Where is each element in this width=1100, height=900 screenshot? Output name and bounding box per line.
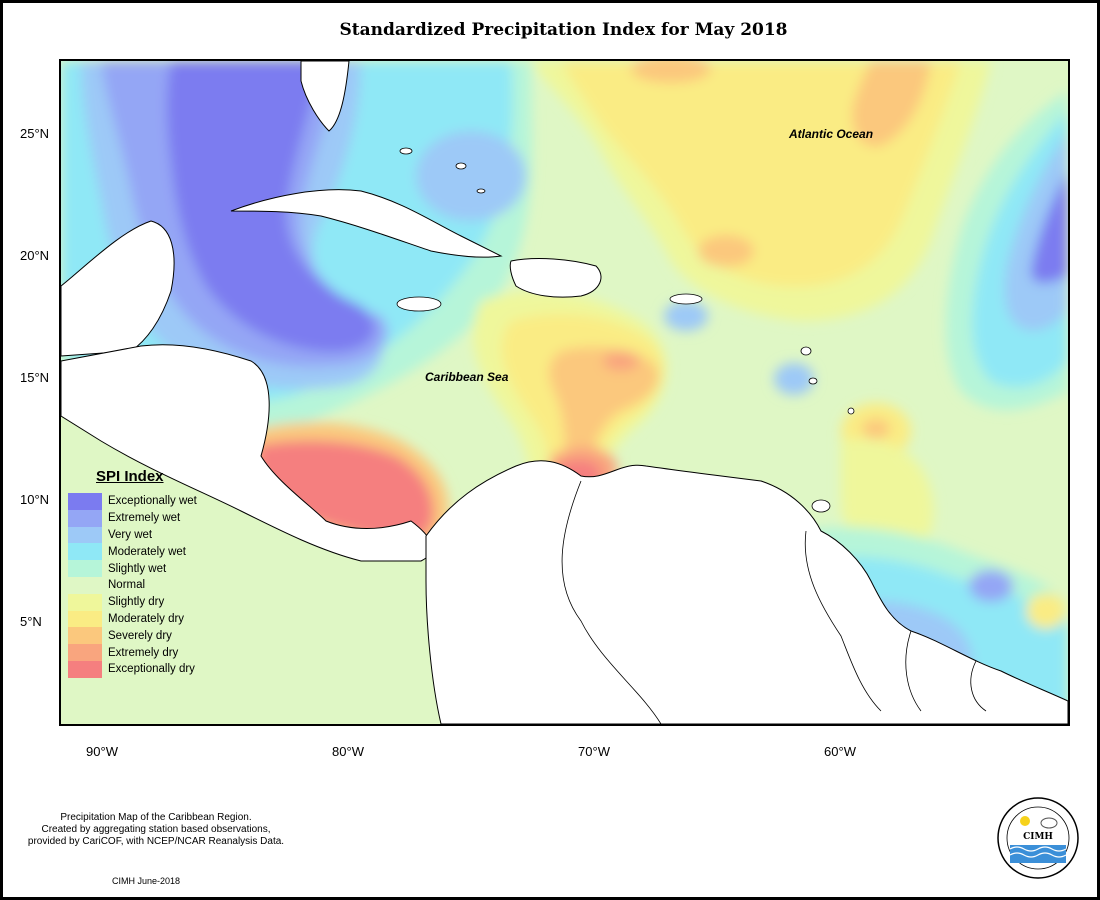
lat-tick-5n: 5°N	[20, 614, 42, 629]
legend-label: Slightly dry	[108, 596, 165, 609]
dry-zone-central-america-exceptional	[256, 440, 434, 543]
island-bahamas-3	[476, 188, 486, 194]
legend-label: Slightly wet	[108, 562, 167, 575]
legend-swatch	[68, 593, 102, 611]
legend-swatch	[68, 660, 102, 678]
legend-swatch	[68, 576, 102, 594]
lon-tick-90w: 90°W	[86, 744, 118, 759]
footnote-line-3: provided by CariCOF, with NCEP/NCAR Rean…	[27, 836, 285, 847]
legend-swatch	[68, 610, 102, 628]
land-central-america	[61, 344, 433, 562]
wet-zone-puerto-rico	[664, 301, 708, 331]
legend-swatch	[68, 644, 102, 661]
border-colombia-venezuela	[561, 480, 662, 724]
legend-label: Extremely wet	[108, 512, 181, 525]
legend-item: Exceptionally dry	[68, 660, 197, 678]
map-title: Standardized Precipitation Index for May…	[339, 20, 788, 40]
legend-item: Very wet	[68, 526, 197, 544]
wet-zone-martinique	[774, 363, 814, 395]
legend-item: Severely dry	[68, 627, 197, 645]
lat-tick-15n: 15°N	[20, 370, 50, 385]
legend-swatch	[68, 526, 102, 544]
legend-label: Severely dry	[108, 629, 172, 642]
small-islands	[396, 147, 855, 513]
legend-swatch	[68, 493, 102, 510]
legend-item: Extremely dry	[68, 644, 197, 661]
wet-zone-east-exceptional	[1031, 171, 1068, 283]
lat-tick-25n: 25°N	[20, 126, 50, 141]
legend-item: Normal	[68, 576, 197, 594]
cimh-logo: CIMH	[997, 797, 1079, 879]
land-hispaniola	[509, 258, 602, 298]
land-yucatan	[61, 220, 175, 357]
legend-title: SPI Index	[96, 468, 164, 485]
legend-label: Very wet	[108, 528, 153, 541]
border-suriname-guiana	[970, 660, 987, 712]
island-trinidad	[811, 499, 831, 513]
island-puerto-rico	[669, 293, 703, 305]
legend-item: Slightly dry	[68, 593, 197, 611]
wet-zone-guianas-east	[969, 570, 1013, 602]
water-icon	[1010, 845, 1066, 863]
caribbean-sea-label: Caribbean Sea	[425, 370, 509, 384]
island-martinique	[808, 377, 818, 385]
land-masses	[61, 61, 1068, 724]
island-barbados	[847, 407, 855, 415]
island-bahamas-2	[455, 162, 467, 170]
cimh-logo-graphic	[997, 797, 1079, 879]
lon-tick-60w: 60°W	[824, 744, 856, 759]
legend-swatch	[68, 627, 102, 645]
dry-zone-guianas-east	[1026, 593, 1066, 629]
dry-zone-atlantic-severe-north	[631, 61, 711, 83]
island-jamaica	[396, 296, 442, 312]
legend-label: Normal	[108, 579, 146, 592]
legend-item: Moderately dry	[68, 610, 197, 628]
legend-label: Moderately wet	[108, 545, 186, 558]
legend-item: Extremely wet	[68, 509, 197, 527]
dry-zone-lesser-antilles-core	[862, 419, 890, 439]
dry-zone-atlantic-severe-east	[852, 61, 931, 147]
dry-zone-atlantic-severe-central	[698, 235, 754, 267]
legend-swatch	[68, 509, 102, 527]
island-guadeloupe	[800, 346, 812, 356]
legend-item: Slightly wet	[68, 560, 197, 577]
land-florida	[300, 61, 350, 132]
land-cuba	[230, 189, 503, 258]
cimh-logo-text: CIMH	[1023, 832, 1053, 842]
map-footnote: Precipitation Map of the Caribbean Regio…	[6, 812, 306, 848]
legend-label: Extremely dry	[108, 646, 179, 659]
sun-icon	[1020, 816, 1030, 826]
border-guyana-suriname	[905, 630, 922, 712]
wet-zone-bahamas	[416, 131, 526, 221]
lat-tick-20n: 20°N	[20, 248, 50, 263]
map-credit: CIMH June-2018	[112, 876, 181, 886]
legend-swatch	[68, 560, 102, 577]
spi-map	[59, 59, 1070, 726]
border-venezuela-guyana	[804, 530, 882, 712]
legend-swatch	[68, 543, 102, 561]
legend-label: Exceptionally wet	[108, 495, 197, 508]
cloud-icon	[1040, 817, 1058, 829]
atlantic-ocean-label: Atlantic Ocean	[789, 127, 874, 141]
spi-legend: SPI Index Exceptionally wet Extremely we…	[68, 468, 197, 678]
footnote-line-2: Created by aggregating station based obs…	[41, 824, 271, 835]
island-bahamas-1	[399, 147, 413, 155]
country-borders	[561, 480, 987, 724]
lat-tick-10n: 10°N	[20, 492, 50, 507]
legend-rows: Exceptionally wet Extremely wet Very wet…	[68, 493, 197, 678]
lon-tick-70w: 70°W	[578, 744, 610, 759]
lon-tick-80w: 80°W	[332, 744, 364, 759]
legend-label: Moderately dry	[108, 612, 185, 625]
legend-item: Exceptionally wet	[68, 493, 197, 510]
legend-item: Moderately wet	[68, 543, 197, 561]
dry-zone-caribbean-extreme	[603, 351, 639, 371]
dry-zone-caribbean-severe	[549, 346, 659, 481]
legend-label: Exceptionally dry	[108, 663, 195, 676]
spi-map-canvas	[61, 61, 1068, 724]
land-south-america	[425, 460, 1068, 724]
footnote-line-1: Precipitation Map of the Caribbean Regio…	[60, 812, 252, 823]
